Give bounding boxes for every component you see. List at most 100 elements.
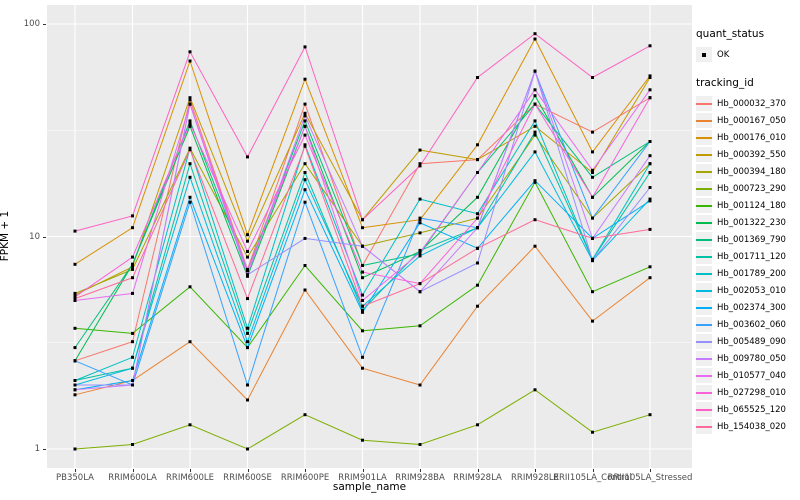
data-point (303, 119, 307, 123)
data-point (188, 96, 192, 100)
legend-key-box (696, 249, 712, 264)
data-point (303, 114, 307, 118)
x-tick-mark (592, 469, 594, 472)
data-point (648, 227, 652, 231)
data-point (418, 290, 422, 294)
data-point (476, 261, 479, 265)
data-point (533, 180, 537, 184)
data-point (533, 388, 537, 392)
legend-item-label: Hb_000167_050 (717, 115, 786, 126)
line-swatch-icon (696, 408, 712, 411)
data-point (246, 340, 249, 344)
data-point (246, 273, 249, 277)
data-point (303, 77, 307, 81)
data-point (476, 158, 479, 162)
data-point (533, 32, 537, 36)
x-tick-label: RRIM600PE (280, 473, 330, 483)
data-point (476, 423, 479, 427)
data-point (188, 162, 192, 166)
data-point (361, 304, 364, 308)
legend-key-box (696, 300, 712, 315)
line-swatch-icon (696, 204, 712, 207)
x-tick-label: PB350LA (56, 473, 94, 483)
line-swatch-icon (696, 272, 712, 275)
legend-item-Hb_000394_180: Hb_000394_180 (696, 163, 800, 180)
legend-item-Hb_002053_010: Hb_002053_010 (696, 282, 800, 299)
legend-item-Hb_000176_010: Hb_000176_010 (696, 129, 800, 146)
data-point (73, 359, 77, 363)
data-point (418, 443, 422, 446)
data-point (303, 188, 307, 192)
line-swatch-icon (696, 136, 712, 139)
data-point (361, 308, 364, 312)
data-point (246, 239, 249, 243)
data-point (418, 221, 422, 225)
x-tick-mark (247, 469, 249, 472)
data-point (73, 447, 77, 451)
data-point (131, 255, 134, 259)
x-tick-label: RRIM928LA (453, 473, 502, 483)
data-point (303, 124, 307, 128)
data-point (73, 293, 77, 297)
legend-key-box (696, 147, 712, 162)
legend-item-Hb_002374_300: Hb_002374_300 (696, 299, 800, 316)
legend-item-Hb_154038_020: Hb_154038_020 (696, 418, 800, 435)
legend-item-label: Hb_065525_120 (717, 404, 786, 415)
data-point (361, 218, 364, 222)
data-point (188, 124, 192, 128)
legend-quant-items: OK (696, 46, 800, 63)
legend-key-box (696, 334, 712, 349)
legend-item-ok: OK (696, 46, 800, 63)
legend-key-box (696, 232, 712, 247)
data-point (188, 148, 192, 152)
data-point (188, 195, 192, 199)
legend: quant_status OK tracking_id Hb_000032_37… (696, 28, 800, 449)
line-swatch-icon (696, 357, 712, 360)
data-point (303, 200, 307, 204)
legend-item-label: Hb_010577_040 (717, 370, 786, 381)
line-swatch-icon (696, 187, 712, 190)
line-swatch-icon (696, 170, 712, 173)
legend-item-Hb_065525_120: Hb_065525_120 (696, 401, 800, 418)
legend-item-label: Hb_002374_300 (717, 302, 786, 313)
data-point (476, 304, 479, 308)
data-point (418, 164, 422, 168)
data-point (188, 59, 192, 63)
line-swatch-icon (696, 374, 712, 377)
legend-item-Hb_001322_230: Hb_001322_230 (696, 214, 800, 231)
legend-tracking-id-section: tracking_id Hb_000032_370 Hb_000167_050 Hb… (696, 77, 800, 435)
legend-item-Hb_001711_120: Hb_001711_120 (696, 248, 800, 265)
data-point (131, 331, 134, 335)
data-point (131, 276, 134, 280)
legend-item-Hb_010577_040: Hb_010577_040 (696, 367, 800, 384)
legend-tracking-items: Hb_000032_370 Hb_000167_050 Hb_000176_010 H… (696, 95, 800, 435)
data-point (361, 299, 364, 302)
data-point (476, 226, 479, 230)
x-tick-label: RRIM928LE (511, 473, 559, 483)
data-point (361, 329, 364, 333)
data-point (303, 178, 307, 182)
line-swatch-icon (696, 221, 712, 224)
data-point (591, 175, 594, 179)
data-point (648, 74, 652, 78)
data-point (246, 398, 249, 402)
legend-key-box (696, 351, 712, 366)
data-point (533, 37, 537, 41)
data-point (361, 355, 364, 359)
data-point (131, 265, 134, 269)
data-point (361, 244, 364, 248)
data-point (361, 264, 364, 267)
data-point (131, 355, 134, 359)
legend-item-label: Hb_000392_550 (717, 149, 786, 160)
line-swatch-icon (696, 255, 712, 258)
data-point (533, 244, 537, 248)
data-point (476, 246, 479, 250)
data-point (533, 94, 537, 98)
data-point (476, 283, 479, 287)
legend-key-box (696, 47, 712, 62)
data-point (591, 319, 594, 323)
data-point (418, 231, 422, 235)
legend-item-label: Hb_001711_120 (717, 251, 786, 262)
legend-key-box (696, 385, 712, 400)
